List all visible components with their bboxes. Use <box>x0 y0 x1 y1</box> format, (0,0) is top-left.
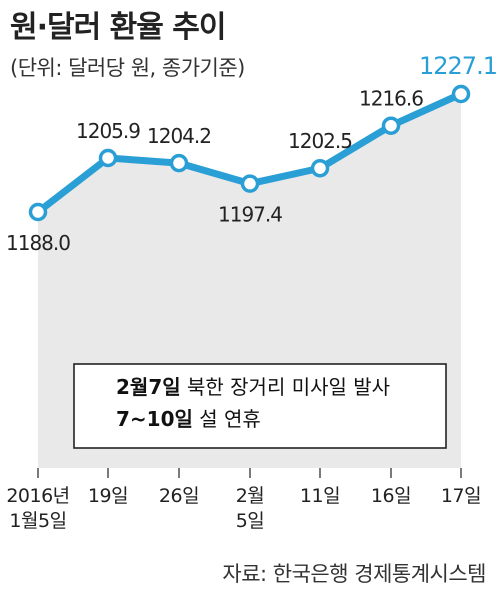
data-point <box>451 84 471 104</box>
x-tick-label: 11일 <box>300 485 340 507</box>
data-label: 1216.6 <box>359 87 423 111</box>
x-tick-label: 26일 <box>159 485 199 507</box>
data-label: 1205.9 <box>76 119 140 143</box>
source-note: 자료: 한국은행 경제통계시스템 <box>222 562 486 586</box>
x-tick-label: 16일 <box>371 485 411 507</box>
annotation-event: 설 연휴 <box>193 407 261 431</box>
data-point <box>310 158 330 178</box>
x-tick-label: 2016년 <box>6 485 69 507</box>
x-tick-label: 5일 <box>236 510 265 532</box>
annotation-box: 2월7일 북한 장거리 미사일 발사 7~10일 설 연휴 <box>73 363 447 449</box>
data-label: 1204.2 <box>147 124 211 148</box>
data-point <box>98 148 118 168</box>
data-point <box>381 116 401 135</box>
annotation-line: 2월7일 북한 장거리 미사일 발사 <box>116 375 390 399</box>
x-tick-label: 1월5일 <box>9 510 66 532</box>
data-point <box>169 153 189 173</box>
data-label: 1202.5 <box>288 129 352 153</box>
data-label: 1188.0 <box>6 231 70 255</box>
x-tick-label: 17일 <box>441 485 481 507</box>
annotation-date: 7~10일 <box>116 407 193 431</box>
data-label: 1197.4 <box>218 203 282 227</box>
chart-title: 원·달러 환율 추이 <box>10 10 226 45</box>
x-tick-label: 19일 <box>88 485 128 507</box>
annotation-date: 2월7일 <box>116 375 181 399</box>
data-label: 1227.1 <box>419 52 497 80</box>
data-point <box>28 202 48 222</box>
chart-subtitle: (단위: 달러당 원, 종가기준) <box>10 56 245 80</box>
plot-area: 1188.0 1205.9 1204.2 1197.4 1202.5 1216.6 1227… <box>6 52 498 532</box>
annotation-event: 북한 장거리 미사일 발사 <box>181 375 390 399</box>
data-point <box>240 174 260 193</box>
x-tick-label: 2월 <box>236 485 265 507</box>
annotation-frame <box>73 363 447 449</box>
annotation-line: 7~10일 설 연휴 <box>116 407 261 431</box>
